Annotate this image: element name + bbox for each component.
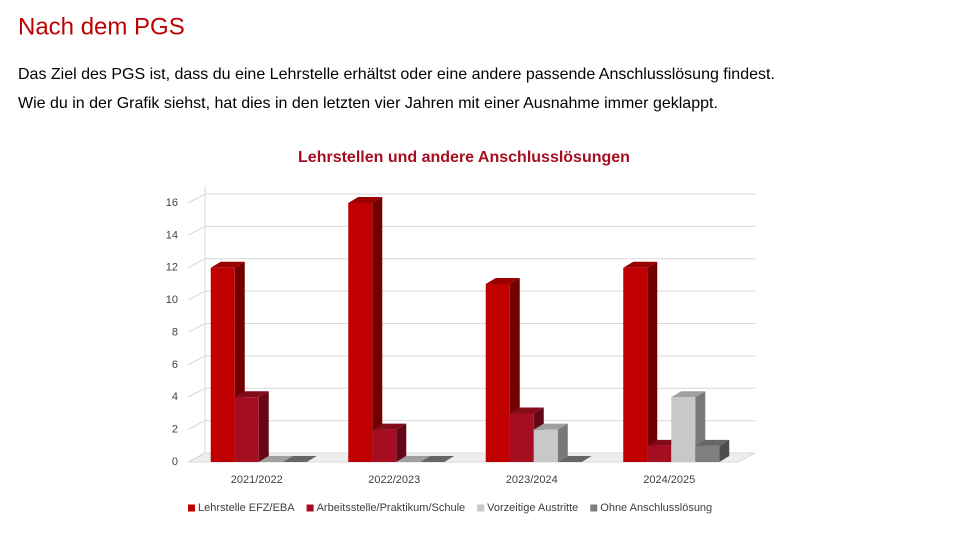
legend-swatch bbox=[590, 504, 598, 512]
bar-top bbox=[485, 277, 520, 284]
grid-line bbox=[187, 290, 206, 301]
paragraph: Das Ziel des PGS ist, dass du eine Lehrs… bbox=[18, 66, 775, 83]
legend-label: Vorzeitige Austritte bbox=[487, 502, 578, 514]
grid-line bbox=[187, 323, 206, 333]
bar bbox=[234, 397, 259, 462]
bar bbox=[485, 283, 510, 462]
bar-top bbox=[533, 423, 568, 430]
bar bbox=[509, 413, 534, 462]
bar bbox=[623, 267, 648, 462]
bar bbox=[372, 429, 397, 462]
bar bbox=[647, 445, 672, 462]
bar bbox=[695, 445, 720, 462]
bar-top bbox=[420, 456, 455, 462]
bar bbox=[348, 203, 373, 462]
legend-label: Arbeitsstelle/Praktikum/Schule bbox=[317, 502, 466, 514]
y-tick-label: 10 bbox=[166, 294, 178, 306]
bar-side bbox=[258, 391, 269, 462]
bar-side bbox=[719, 439, 730, 462]
grid-line bbox=[187, 193, 206, 204]
bar bbox=[210, 267, 235, 462]
bar bbox=[671, 397, 696, 462]
y-tick-label: 6 bbox=[172, 359, 178, 371]
bar-top bbox=[557, 456, 592, 462]
y-tick-label: 2 bbox=[172, 424, 178, 436]
bar-top bbox=[695, 439, 730, 446]
bar-side bbox=[396, 423, 407, 462]
legend-swatch bbox=[477, 504, 485, 512]
bar-top bbox=[210, 261, 245, 268]
y-tick-label: 8 bbox=[172, 326, 178, 338]
bar-side bbox=[647, 261, 658, 462]
paragraph: Wie du in der Grafik siehst, hat dies in… bbox=[18, 95, 718, 112]
slide-title: Nach dem PGS bbox=[18, 13, 185, 40]
y-tick-label: 0 bbox=[172, 456, 178, 468]
bar-top bbox=[623, 261, 658, 268]
bar-top bbox=[282, 456, 317, 462]
bar-side bbox=[557, 423, 568, 462]
bar bbox=[533, 429, 558, 462]
bar-top bbox=[348, 197, 383, 203]
grid-line bbox=[187, 355, 206, 366]
bar-top bbox=[396, 456, 431, 462]
grid-line bbox=[187, 420, 206, 431]
x-tick-label: 2022/2023 bbox=[368, 474, 420, 486]
x-tick-label: 2023/2024 bbox=[506, 474, 558, 486]
chart-title: Lehrstellen und andere Anschlusslösungen bbox=[298, 149, 630, 166]
grid-line bbox=[187, 225, 206, 236]
bar-top bbox=[372, 423, 407, 430]
x-tick-label: 2024/2025 bbox=[643, 474, 695, 486]
legend-label: Ohne Anschlusslösung bbox=[600, 502, 712, 514]
bar-top bbox=[258, 456, 293, 462]
bar-side bbox=[372, 197, 383, 462]
grid-line bbox=[187, 258, 206, 269]
y-tick-label: 14 bbox=[166, 229, 178, 241]
legend-swatch bbox=[306, 504, 314, 512]
grid-line bbox=[187, 387, 206, 398]
bar-top bbox=[509, 407, 544, 414]
bar-top bbox=[234, 391, 269, 398]
y-tick-label: 4 bbox=[172, 391, 178, 403]
bar-top bbox=[671, 391, 706, 398]
legend-swatch bbox=[188, 504, 195, 512]
y-tick-label: 12 bbox=[166, 262, 178, 274]
y-tick-label: 16 bbox=[166, 197, 178, 209]
x-tick-label: 2021/2022 bbox=[231, 474, 283, 486]
grid-line bbox=[187, 452, 206, 463]
legend-label: Lehrstelle EFZ/EBA bbox=[198, 502, 295, 514]
